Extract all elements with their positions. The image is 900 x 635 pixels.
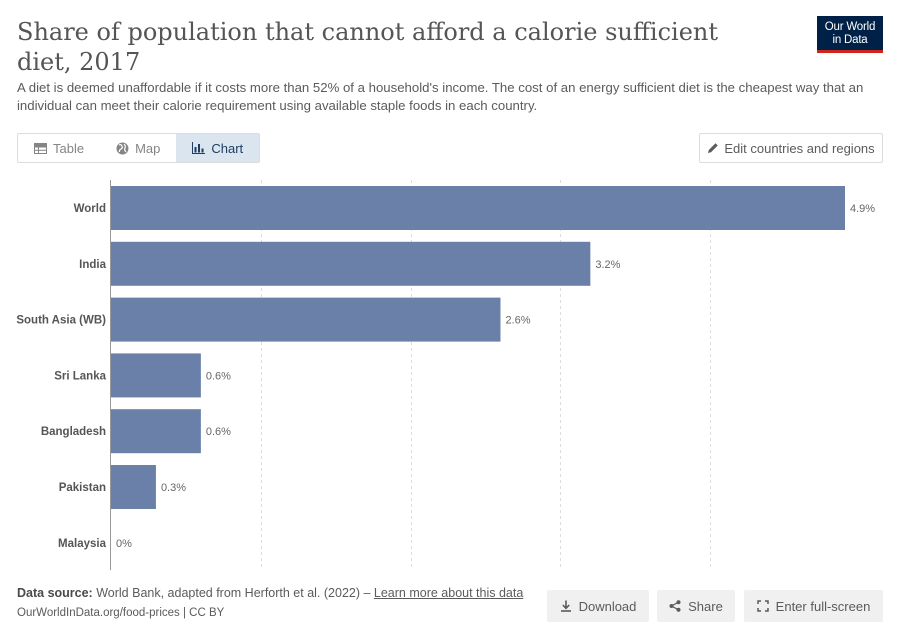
download-button[interactable]: Download — [547, 590, 649, 622]
bar-2[interactable] — [111, 297, 501, 342]
download-label: Download — [578, 598, 637, 614]
value-label-5: 0.3% — [161, 482, 186, 494]
bar-1[interactable] — [111, 241, 591, 286]
chart-subtitle: A diet is deemed unaffordable if it cost… — [17, 80, 864, 113]
data-source: Data source: World Bank, adapted from He… — [17, 586, 523, 600]
bar-0[interactable] — [111, 186, 845, 230]
value-label-2: 2.6% — [505, 315, 530, 327]
tab-chart[interactable]: Chart — [176, 134, 260, 162]
share-label: Share — [688, 598, 723, 614]
pencil-icon — [708, 143, 719, 153]
fullscreen-label: Enter full-screen — [775, 598, 871, 614]
share-icon — [669, 600, 681, 612]
tab-map-label: Map — [135, 140, 161, 156]
tab-map[interactable]: Map — [100, 134, 176, 162]
tab-table-label: Table — [53, 140, 85, 156]
bar-chart: World 4.9% India 3.2% South Asia (WB) 2.6% Sri… — [16, 180, 875, 570]
category-label-6: Malaysia — [58, 538, 107, 550]
download-icon — [560, 600, 571, 612]
category-label-4: Bangladesh — [41, 426, 106, 438]
value-label-6: 0% — [116, 538, 132, 550]
bar-4[interactable] — [111, 409, 201, 454]
value-label-1: 3.2% — [595, 259, 620, 271]
value-label-3: 0.6% — [206, 370, 231, 382]
tab-chart-label: Chart — [211, 140, 244, 156]
value-label-0: 4.9% — [850, 203, 875, 215]
tab-table[interactable]: Table — [18, 134, 100, 162]
source-label: Data source: — [17, 586, 93, 600]
category-label-0: World — [74, 203, 106, 215]
bar-5[interactable] — [111, 465, 156, 509]
logo-line-1: Our World — [824, 21, 876, 33]
category-label-5: Pakistan — [59, 482, 106, 494]
fullscreen-button[interactable]: Enter full-screen — [744, 590, 883, 622]
category-label-1: India — [79, 259, 106, 271]
view-tabs: Table Map Chart — [17, 133, 261, 163]
edit-countries-label: Edit countries and regions — [724, 140, 875, 156]
table-icon — [34, 142, 47, 154]
bar-3[interactable] — [111, 353, 201, 398]
expand-icon — [756, 600, 769, 612]
chart-title: Share of population that cannot afford a… — [17, 18, 719, 76]
chart-icon — [192, 142, 206, 154]
learn-more-link[interactable]: Learn more about this data — [373, 586, 524, 600]
category-label-3: Sri Lanka — [54, 370, 106, 382]
owid-logo[interactable]: Our World in Data — [817, 16, 883, 53]
category-label-2: South Asia (WB) — [16, 315, 106, 327]
source-text: World Bank, adapted from Herforth et al.… — [96, 586, 374, 600]
source-url: OurWorldInData.org/food-prices | CC BY — [17, 607, 225, 619]
share-button[interactable]: Share — [657, 590, 735, 622]
logo-line-2: in Data — [832, 33, 868, 46]
value-label-4: 0.6% — [206, 426, 231, 438]
edit-countries-button[interactable]: Edit countries and regions — [699, 133, 883, 163]
globe-icon — [116, 142, 129, 154]
